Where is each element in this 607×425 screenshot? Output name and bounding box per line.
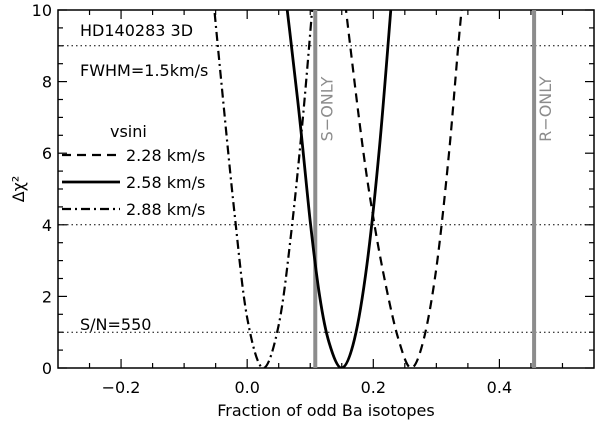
vline-label-0: S−ONLY — [317, 76, 336, 141]
legend-label-3: 2.88 km/s — [126, 200, 205, 219]
fwhm-label: FWHM=1.5km/s — [80, 61, 208, 80]
legend-title: vsini — [110, 122, 147, 141]
y-tick-label: 6 — [42, 144, 52, 163]
x-axis-label: Fraction of odd Ba isotopes — [217, 401, 434, 420]
vline-label-1: R−ONLY — [536, 76, 555, 142]
series-curves — [213, 10, 463, 368]
x-tick-label: 0.4 — [487, 378, 512, 397]
star-label: HD140283 3D — [80, 21, 193, 40]
x-tick-label: 0.0 — [234, 378, 259, 397]
y-tick-label: 0 — [42, 359, 52, 378]
legend-items: 2.28 km/s 2.58 km/s 2.88 km/s — [62, 146, 205, 219]
legend-label-2: 2.58 km/s — [126, 173, 205, 192]
isotope-limit-lines: S−ONLY R−ONLY — [313, 10, 555, 368]
y-tick-label: 8 — [42, 73, 52, 92]
y-tick-label: 4 — [42, 216, 52, 235]
x-tick-label: 0.2 — [361, 378, 386, 397]
legend: vsini 2.28 km/s 2.58 km/s 2.88 km/s — [62, 122, 205, 219]
y-axis-label: Δχ² — [9, 176, 28, 203]
series-curve-1 — [344, 10, 463, 368]
series-curve-2 — [285, 10, 393, 368]
legend-label-1: 2.28 km/s — [126, 146, 205, 165]
reference-lines — [58, 45, 594, 333]
y-tick-label: 2 — [42, 287, 52, 306]
snr-label: S/N=550 — [80, 315, 151, 334]
series-curve-3 — [213, 10, 314, 368]
tick-labels: −0.2 0.0 0.2 0.4 0 2 4 6 8 10 — [32, 1, 512, 397]
x-tick-label: −0.2 — [102, 378, 141, 397]
axis-ticks — [58, 9, 594, 369]
y-tick-label: 10 — [32, 1, 52, 20]
